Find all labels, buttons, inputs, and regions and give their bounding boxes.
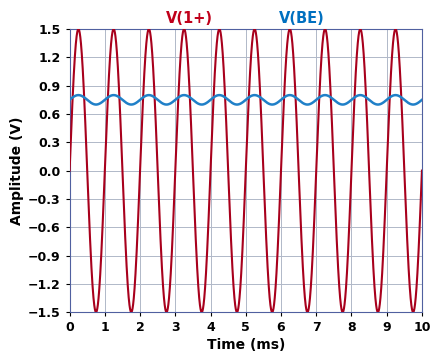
Y-axis label: Amplitude (V): Amplitude (V) [10, 117, 23, 225]
Text: V(1+): V(1+) [165, 11, 212, 26]
Text: V(BE): V(BE) [279, 11, 324, 26]
X-axis label: Time (ms): Time (ms) [206, 338, 284, 352]
